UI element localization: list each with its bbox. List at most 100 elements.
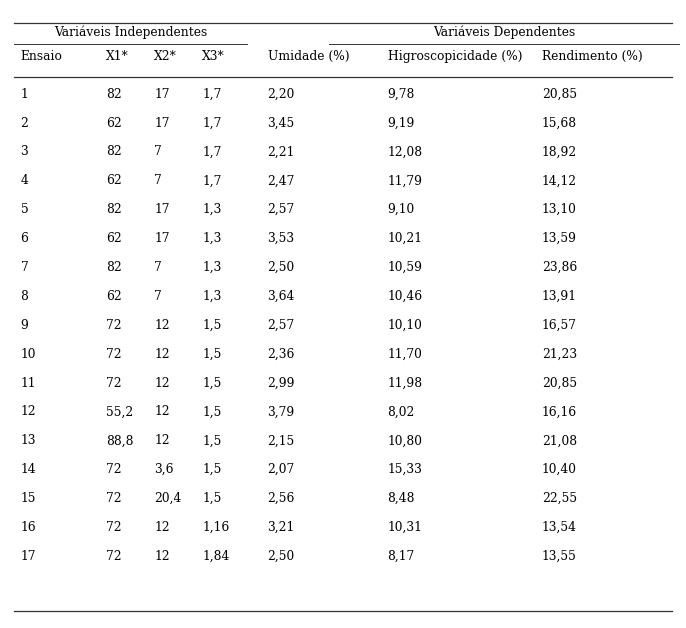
Text: 9: 9 [21, 319, 28, 332]
Text: 15,33: 15,33 [388, 463, 423, 476]
Text: 3,21: 3,21 [268, 521, 295, 534]
Text: 8,02: 8,02 [388, 406, 415, 418]
Text: 7: 7 [154, 290, 162, 303]
Text: 7: 7 [154, 175, 162, 187]
Text: 1,7: 1,7 [202, 88, 222, 100]
Text: X3*: X3* [202, 50, 225, 63]
Text: 3,45: 3,45 [268, 117, 295, 129]
Text: Umidade (%): Umidade (%) [268, 50, 349, 63]
Text: X2*: X2* [154, 50, 177, 63]
Text: 1,5: 1,5 [202, 377, 222, 389]
Text: 20,4: 20,4 [154, 492, 182, 505]
Text: 1,5: 1,5 [202, 492, 222, 505]
Text: 10,40: 10,40 [542, 463, 577, 476]
Text: 1,3: 1,3 [202, 290, 222, 303]
Text: 15: 15 [21, 492, 36, 505]
Text: 12: 12 [21, 406, 36, 418]
Text: 16,16: 16,16 [542, 406, 577, 418]
Text: 21,08: 21,08 [542, 435, 577, 447]
Text: 12: 12 [154, 319, 170, 332]
Text: 72: 72 [106, 348, 122, 360]
Text: 10,10: 10,10 [388, 319, 423, 332]
Text: Ensaio: Ensaio [21, 50, 62, 63]
Text: 1,3: 1,3 [202, 261, 222, 274]
Text: 7: 7 [21, 261, 28, 274]
Text: 17: 17 [154, 203, 170, 216]
Text: 62: 62 [106, 290, 122, 303]
Text: 2,57: 2,57 [268, 319, 295, 332]
Text: 17: 17 [154, 117, 170, 129]
Text: 4: 4 [21, 175, 28, 187]
Text: 12,08: 12,08 [388, 146, 423, 158]
Text: 1,7: 1,7 [202, 146, 222, 158]
Text: 3,64: 3,64 [268, 290, 295, 303]
Text: 1,3: 1,3 [202, 203, 222, 216]
Text: 18,92: 18,92 [542, 146, 577, 158]
Text: 12: 12 [154, 406, 170, 418]
Text: 82: 82 [106, 203, 122, 216]
Text: 11,70: 11,70 [388, 348, 423, 360]
Text: 62: 62 [106, 117, 122, 129]
Text: 2,47: 2,47 [268, 175, 295, 187]
Text: 2,50: 2,50 [268, 550, 295, 563]
Text: 2,99: 2,99 [268, 377, 295, 389]
Text: X1*: X1* [106, 50, 129, 63]
Text: 5: 5 [21, 203, 28, 216]
Text: 2,21: 2,21 [268, 146, 295, 158]
Text: 1,5: 1,5 [202, 463, 222, 476]
Text: 11,79: 11,79 [388, 175, 423, 187]
Text: 3,6: 3,6 [154, 463, 174, 476]
Text: 1,16: 1,16 [202, 521, 230, 534]
Text: 88,8: 88,8 [106, 435, 134, 447]
Text: 72: 72 [106, 550, 122, 563]
Text: 12: 12 [154, 550, 170, 563]
Text: 8: 8 [21, 290, 28, 303]
Text: 82: 82 [106, 261, 122, 274]
Text: 23,86: 23,86 [542, 261, 577, 274]
Text: 10,46: 10,46 [388, 290, 423, 303]
Text: 72: 72 [106, 377, 122, 389]
Text: 11: 11 [21, 377, 36, 389]
Text: 13,54: 13,54 [542, 521, 577, 534]
Text: Variáveis Independentes: Variáveis Independentes [54, 26, 207, 40]
Text: 3,79: 3,79 [268, 406, 295, 418]
Text: 12: 12 [154, 521, 170, 534]
Text: 82: 82 [106, 88, 122, 100]
Text: 17: 17 [21, 550, 36, 563]
Text: 21,23: 21,23 [542, 348, 577, 360]
Text: 7: 7 [154, 261, 162, 274]
Text: 2,36: 2,36 [268, 348, 295, 360]
Text: 15,68: 15,68 [542, 117, 577, 129]
Text: 10,31: 10,31 [388, 521, 423, 534]
Text: 16,57: 16,57 [542, 319, 577, 332]
Text: 1,5: 1,5 [202, 348, 222, 360]
Text: 13,10: 13,10 [542, 203, 577, 216]
Text: 9,19: 9,19 [388, 117, 415, 129]
Text: 17: 17 [154, 232, 170, 245]
Text: 72: 72 [106, 521, 122, 534]
Text: 10,21: 10,21 [388, 232, 423, 245]
Text: 1,84: 1,84 [202, 550, 230, 563]
Text: 2,20: 2,20 [268, 88, 295, 100]
Text: 1,5: 1,5 [202, 435, 222, 447]
Text: 13,91: 13,91 [542, 290, 577, 303]
Text: 22,55: 22,55 [542, 492, 577, 505]
Text: 72: 72 [106, 492, 122, 505]
Text: 7: 7 [154, 146, 162, 158]
Text: 1,7: 1,7 [202, 117, 222, 129]
Text: 13,55: 13,55 [542, 550, 577, 563]
Text: 13,59: 13,59 [542, 232, 577, 245]
Text: 62: 62 [106, 175, 122, 187]
Text: 9,10: 9,10 [388, 203, 415, 216]
Text: 11,98: 11,98 [388, 377, 423, 389]
Text: 10,59: 10,59 [388, 261, 423, 274]
Text: 1,3: 1,3 [202, 232, 222, 245]
Text: 1,7: 1,7 [202, 175, 222, 187]
Text: 3: 3 [21, 146, 28, 158]
Text: 16: 16 [21, 521, 36, 534]
Text: 13: 13 [21, 435, 36, 447]
Text: 8,48: 8,48 [388, 492, 415, 505]
Text: 8,17: 8,17 [388, 550, 415, 563]
Text: 2,56: 2,56 [268, 492, 295, 505]
Text: 2,50: 2,50 [268, 261, 295, 274]
